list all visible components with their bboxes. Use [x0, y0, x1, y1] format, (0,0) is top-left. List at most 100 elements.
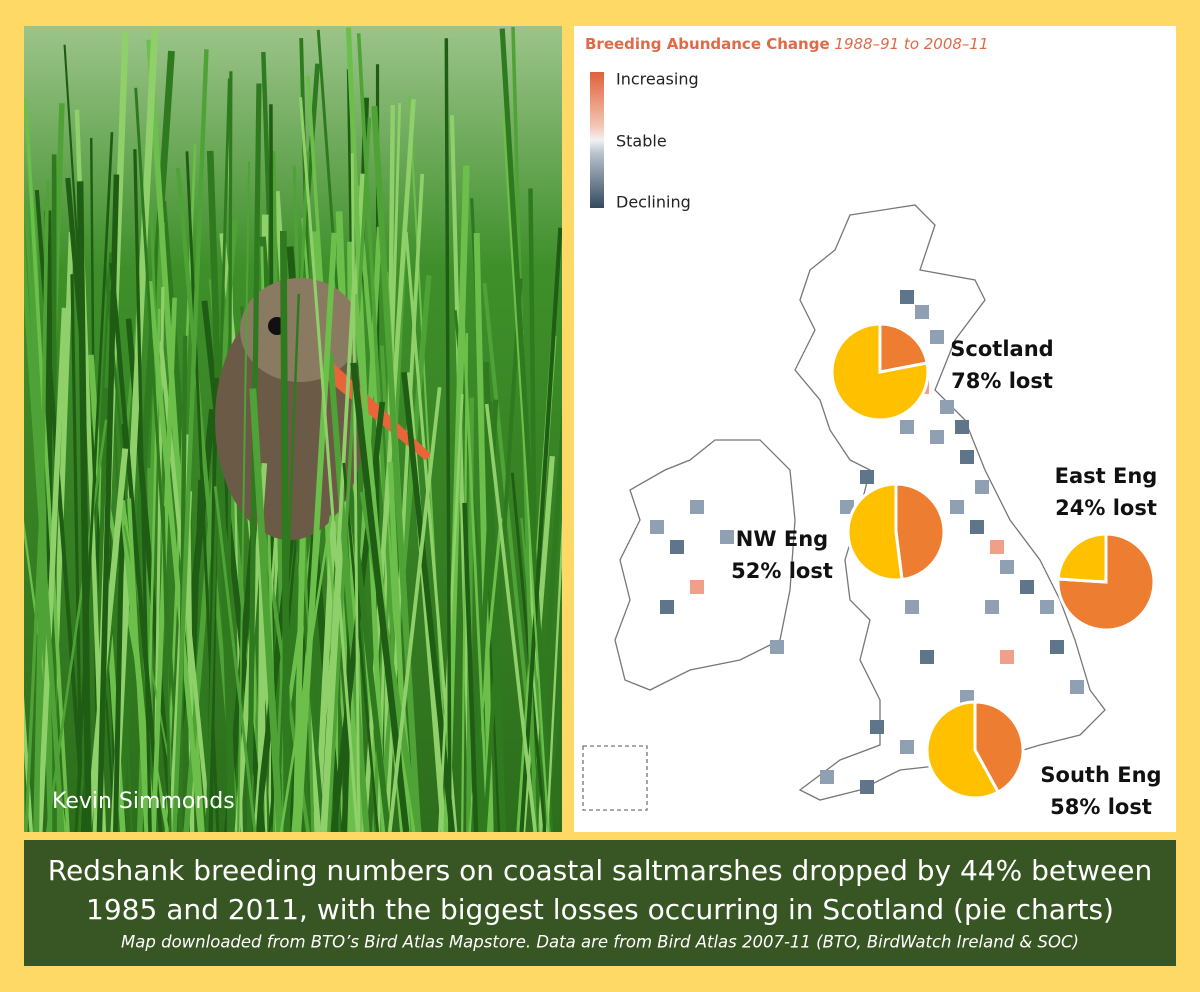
map-cell — [1050, 640, 1064, 654]
grass-blade — [462, 502, 479, 832]
grass-blade — [327, 353, 370, 832]
grass-blade — [109, 262, 163, 832]
grass-blade — [133, 149, 152, 832]
legend-label: Increasing — [616, 70, 699, 89]
region-name: East Eng — [1055, 464, 1158, 488]
map-cell — [860, 780, 874, 794]
map-cell — [900, 740, 914, 754]
map-cell — [900, 290, 914, 304]
map-cell — [690, 580, 704, 594]
map-cell — [955, 420, 969, 434]
grass-blade — [205, 78, 231, 832]
grass-blade — [295, 232, 338, 832]
grass-blade — [327, 117, 372, 832]
map-cell — [915, 305, 929, 319]
grass-blade — [237, 161, 251, 832]
map-cell — [930, 430, 944, 444]
map-cell — [860, 470, 874, 484]
grass-blade — [484, 403, 537, 832]
pie-lost — [1056, 532, 1108, 584]
map-cell — [1070, 680, 1084, 694]
grass-blade — [438, 394, 464, 832]
legend-bar — [590, 72, 604, 208]
grass-blade — [201, 300, 266, 832]
grass-blade — [206, 150, 237, 832]
map-cell — [1020, 580, 1034, 594]
map-cell — [690, 500, 704, 514]
grass-blade — [384, 173, 425, 832]
grass-blade — [279, 230, 291, 832]
grass-blade — [35, 198, 49, 832]
map-cell — [650, 520, 664, 534]
grass-blade — [34, 189, 87, 832]
map-cell — [970, 520, 984, 534]
grass-blade — [502, 114, 550, 832]
map-cell — [960, 450, 974, 464]
grass-blade — [24, 229, 65, 832]
map-cell — [990, 540, 1004, 554]
map-cell — [985, 600, 999, 614]
pie-lost — [830, 322, 930, 422]
map-cell — [900, 420, 914, 434]
map-cell — [950, 500, 964, 514]
grass-blade — [161, 506, 172, 832]
grass-blade — [74, 132, 114, 832]
caption-box — [24, 840, 1176, 966]
map-cell — [870, 720, 884, 734]
photo-credit: Kevin Simmonds — [52, 789, 235, 814]
map-cell — [770, 640, 784, 654]
map-cell — [1040, 600, 1054, 614]
grass-blade — [387, 386, 442, 832]
grass-blade — [279, 515, 333, 832]
pie-remaining — [894, 482, 946, 582]
inset-box — [582, 745, 648, 811]
region-loss: 52% lost — [731, 559, 833, 583]
grass-blade — [213, 486, 257, 832]
grass-blade — [298, 97, 359, 832]
grass-blade — [444, 38, 452, 832]
pie-lost — [846, 482, 904, 582]
map-cell — [670, 540, 684, 554]
region-loss: 58% lost — [1050, 795, 1152, 819]
grass-blade — [37, 307, 68, 832]
region-loss: 24% lost — [1055, 496, 1157, 520]
grass-blade — [387, 461, 411, 832]
bird-beak — [325, 360, 432, 460]
grass-blade — [24, 695, 34, 832]
grass-blade — [249, 388, 284, 832]
map-cell — [930, 330, 944, 344]
grass-blade — [377, 275, 432, 832]
map-cell — [720, 530, 734, 544]
grass-blade — [350, 153, 361, 832]
grass-blade — [371, 105, 422, 832]
grass-blade — [127, 498, 149, 832]
map-cell — [1000, 650, 1014, 664]
pie-remaining — [878, 322, 929, 374]
map-cell — [1000, 560, 1014, 574]
pie-lost — [925, 700, 1001, 800]
map-cell — [960, 690, 974, 704]
grass-blade — [185, 151, 220, 832]
map-cell — [820, 770, 834, 784]
region-loss: 78% lost — [951, 369, 1053, 393]
ireland — [614, 439, 796, 691]
caption-line: 1985 and 2011, with the biggest losses o… — [86, 893, 1114, 926]
grass-blade — [546, 519, 562, 832]
map-cell — [975, 480, 989, 494]
grass-blade — [147, 280, 203, 832]
map-cell — [840, 500, 854, 514]
grass-blade — [350, 362, 410, 832]
grass-blade — [401, 371, 456, 832]
map-title: Breeding Abundance Change 1988–91 to 200… — [585, 35, 989, 53]
map-cells — [650, 290, 1084, 794]
grass-blade — [320, 283, 356, 832]
grass-blade — [45, 419, 108, 832]
map-cell — [940, 400, 954, 414]
map-cell — [660, 600, 674, 614]
grass-blade — [499, 28, 554, 832]
photo: Kevin Simmonds — [24, 26, 562, 832]
map-cell — [920, 650, 934, 664]
legend-label: Stable — [616, 132, 667, 151]
map-cell — [905, 600, 919, 614]
